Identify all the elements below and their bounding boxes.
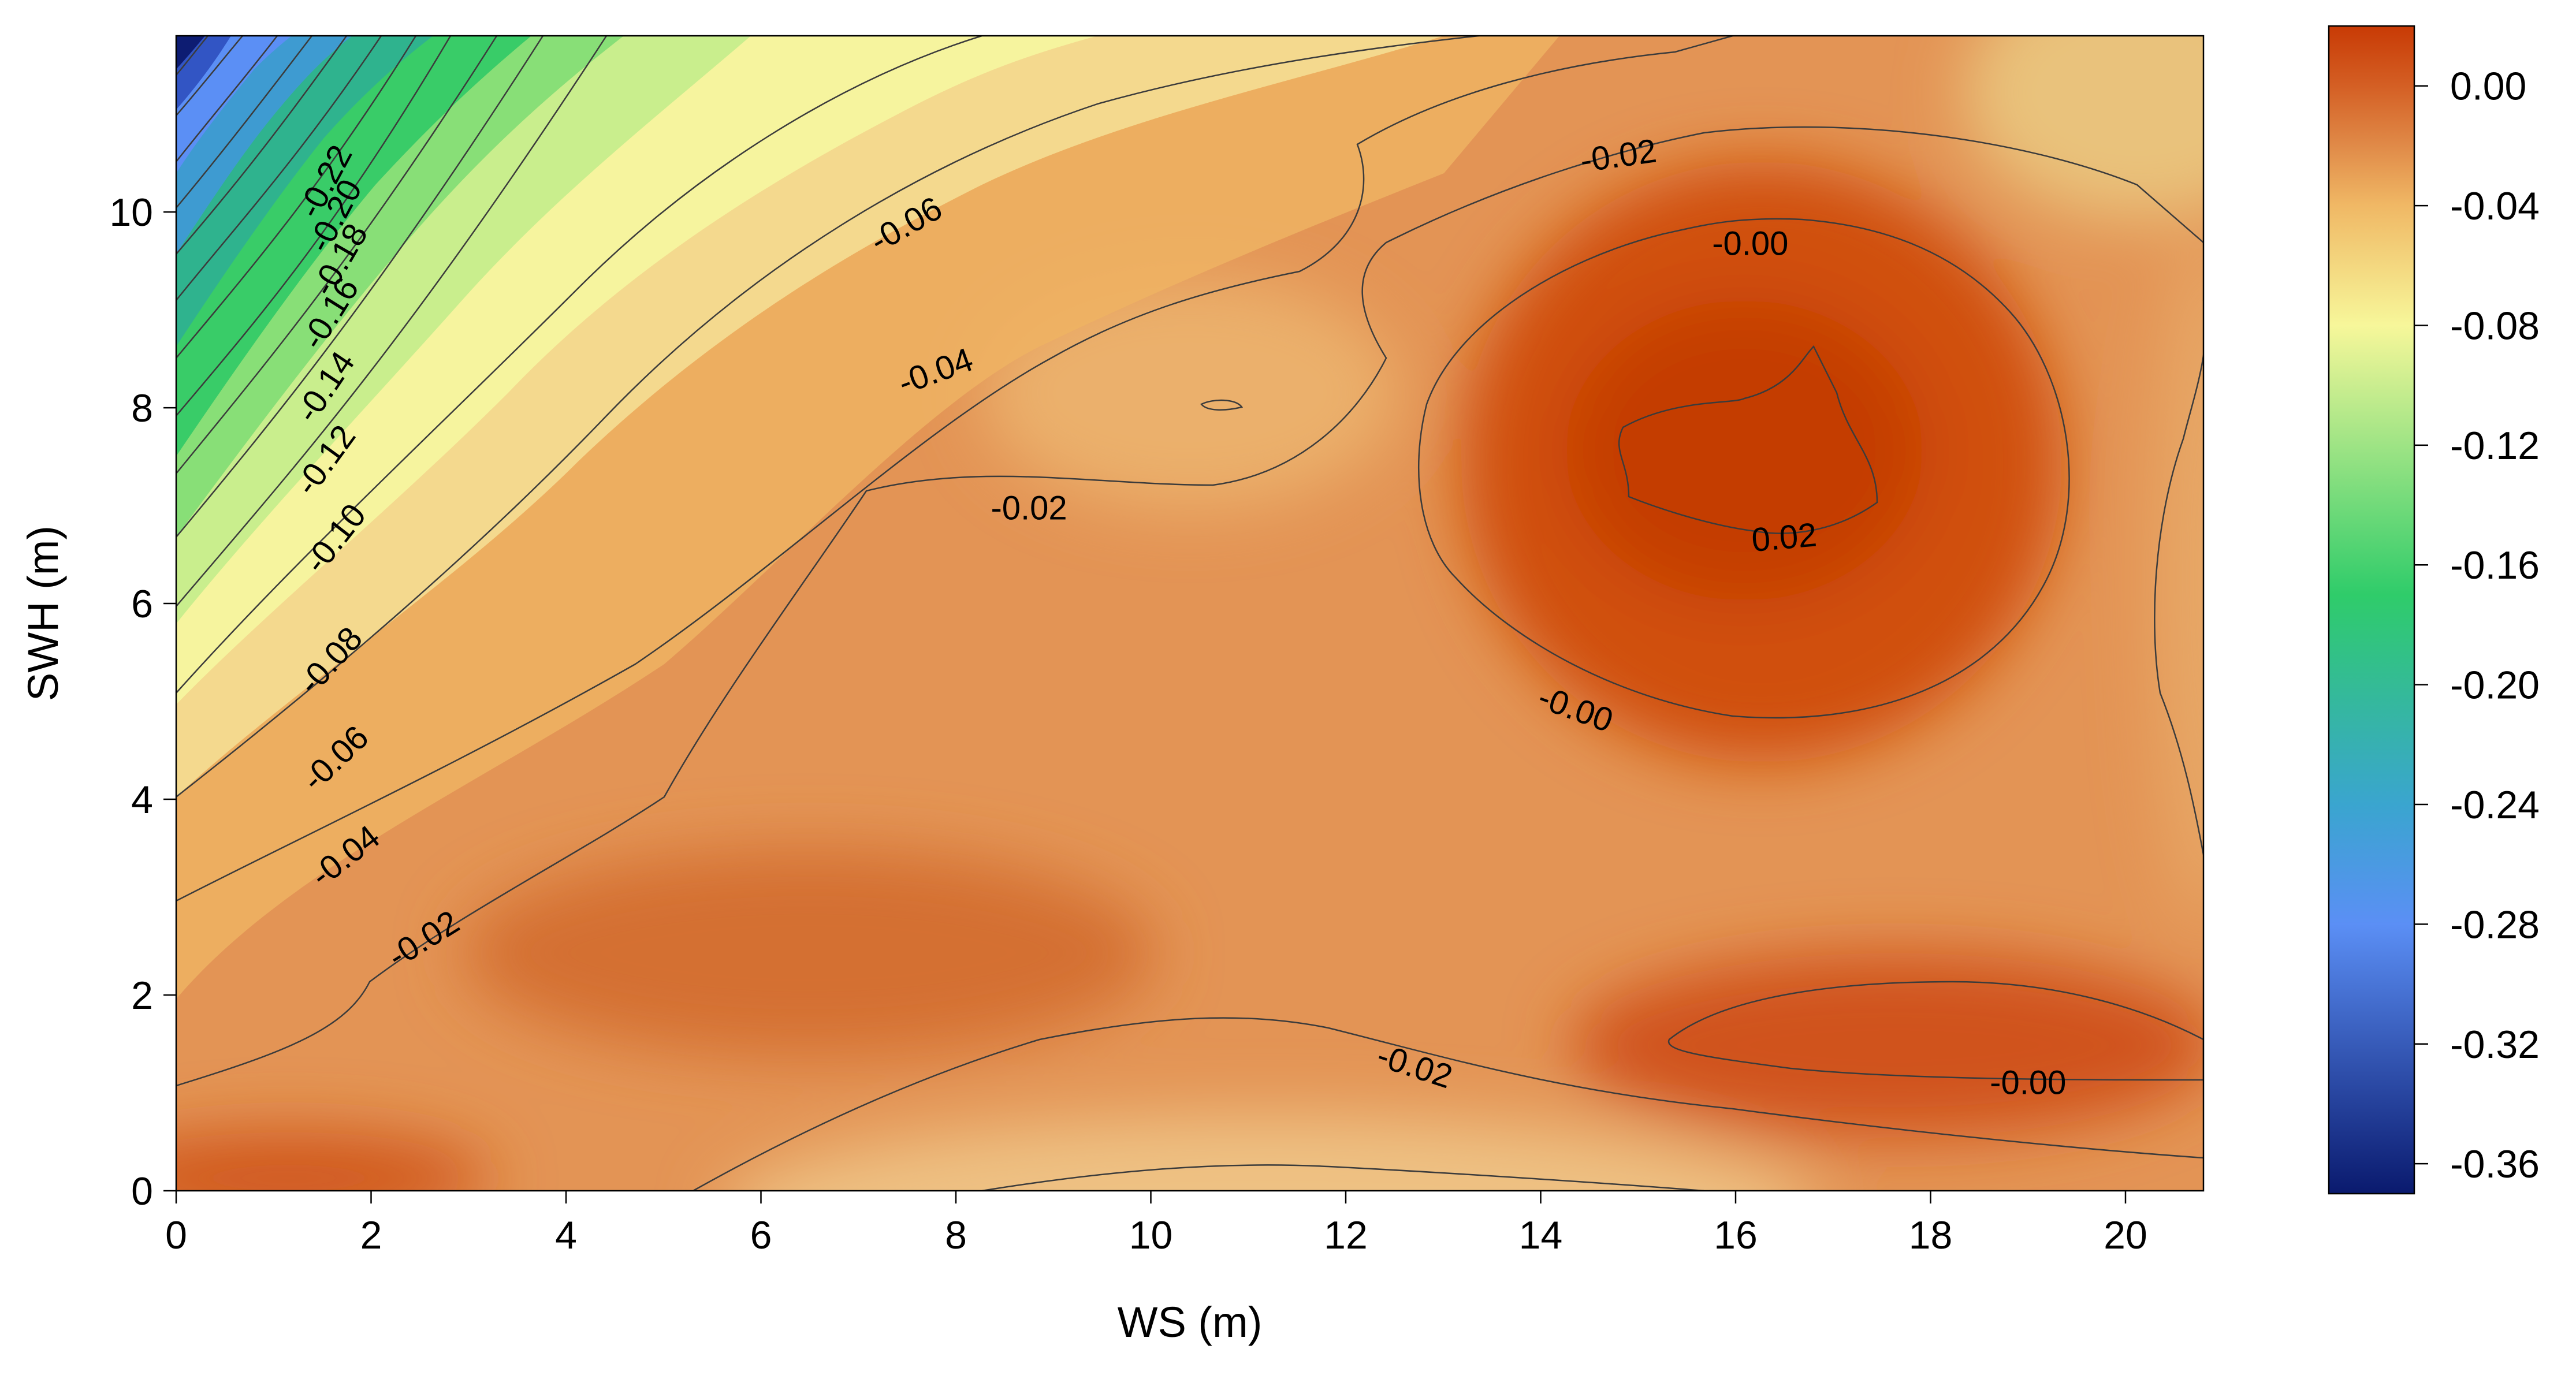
y-tick-label: 6	[131, 582, 153, 626]
y-tick-label: 4	[131, 778, 153, 822]
x-axis-title: WS (m)	[1118, 1298, 1263, 1346]
colorbar-ramp	[2328, 25, 2415, 1195]
band-m30	[176, 36, 231, 110]
plot-frame	[175, 35, 2205, 1192]
colorbar-tick-label: -0.20	[2450, 664, 2540, 707]
y-tick-label: 8	[131, 386, 153, 430]
colorbar-tick-label: -0.08	[2450, 304, 2540, 348]
x-tick-label: 12	[1324, 1213, 1368, 1257]
x-tick-label: 4	[555, 1213, 577, 1257]
contour-label: -0.00	[1712, 225, 1788, 263]
x-tick-label: 0	[165, 1213, 187, 1257]
x-tick-label: 14	[1519, 1213, 1563, 1257]
x-tick-label: 16	[1714, 1213, 1758, 1257]
contour-label: 0.02	[1750, 516, 1818, 559]
band-m34	[176, 36, 205, 69]
contour-lines	[176, 36, 2203, 1191]
colorbar: 0.00 -0.04 -0.08 -0.12 -0.16 -0.20 -0.24 -0.28 -…	[2328, 25, 2540, 1195]
heat-field	[176, 36, 2203, 1191]
x-tick-label: 10	[1129, 1213, 1173, 1257]
colorbar-tick-label: 0.00	[2450, 65, 2526, 109]
y-tick-label: 2	[131, 974, 153, 1018]
colorbar-tick-label: -0.12	[2450, 424, 2540, 468]
colorbar-tick-label: -0.16	[2450, 543, 2540, 587]
contour-label: -0.02	[991, 489, 1067, 527]
y-tick-label: 0	[131, 1169, 153, 1213]
colorbar-tick-label: -0.28	[2450, 903, 2540, 947]
x-axis: 0 2 4 6 8 10 12 14 16 18 20	[165, 1191, 2147, 1257]
colorbar-tick-label: -0.36	[2450, 1142, 2540, 1186]
colorbar-tick-label: -0.04	[2450, 184, 2540, 228]
y-tick-label: 10	[109, 191, 153, 234]
x-tick-label: 8	[945, 1213, 967, 1257]
contour-label: -0.00	[1990, 1064, 2066, 1101]
y-axis: 0 2 4 6 8 10	[109, 191, 176, 1213]
plot-area	[175, 35, 2205, 1192]
x-tick-label: 6	[750, 1213, 772, 1257]
x-tick-label: 18	[1909, 1213, 1953, 1257]
x-tick-label: 2	[360, 1213, 382, 1257]
colorbar-tick-label: -0.32	[2450, 1023, 2540, 1067]
y-axis-title: SWH (m)	[19, 526, 67, 701]
x-tick-label: 20	[2104, 1213, 2147, 1257]
colorbar-tick-label: -0.24	[2450, 783, 2540, 827]
colorbar-ticks: 0.00 -0.04 -0.08 -0.12 -0.16 -0.20 -0.24 -0.28 -…	[2414, 65, 2540, 1186]
